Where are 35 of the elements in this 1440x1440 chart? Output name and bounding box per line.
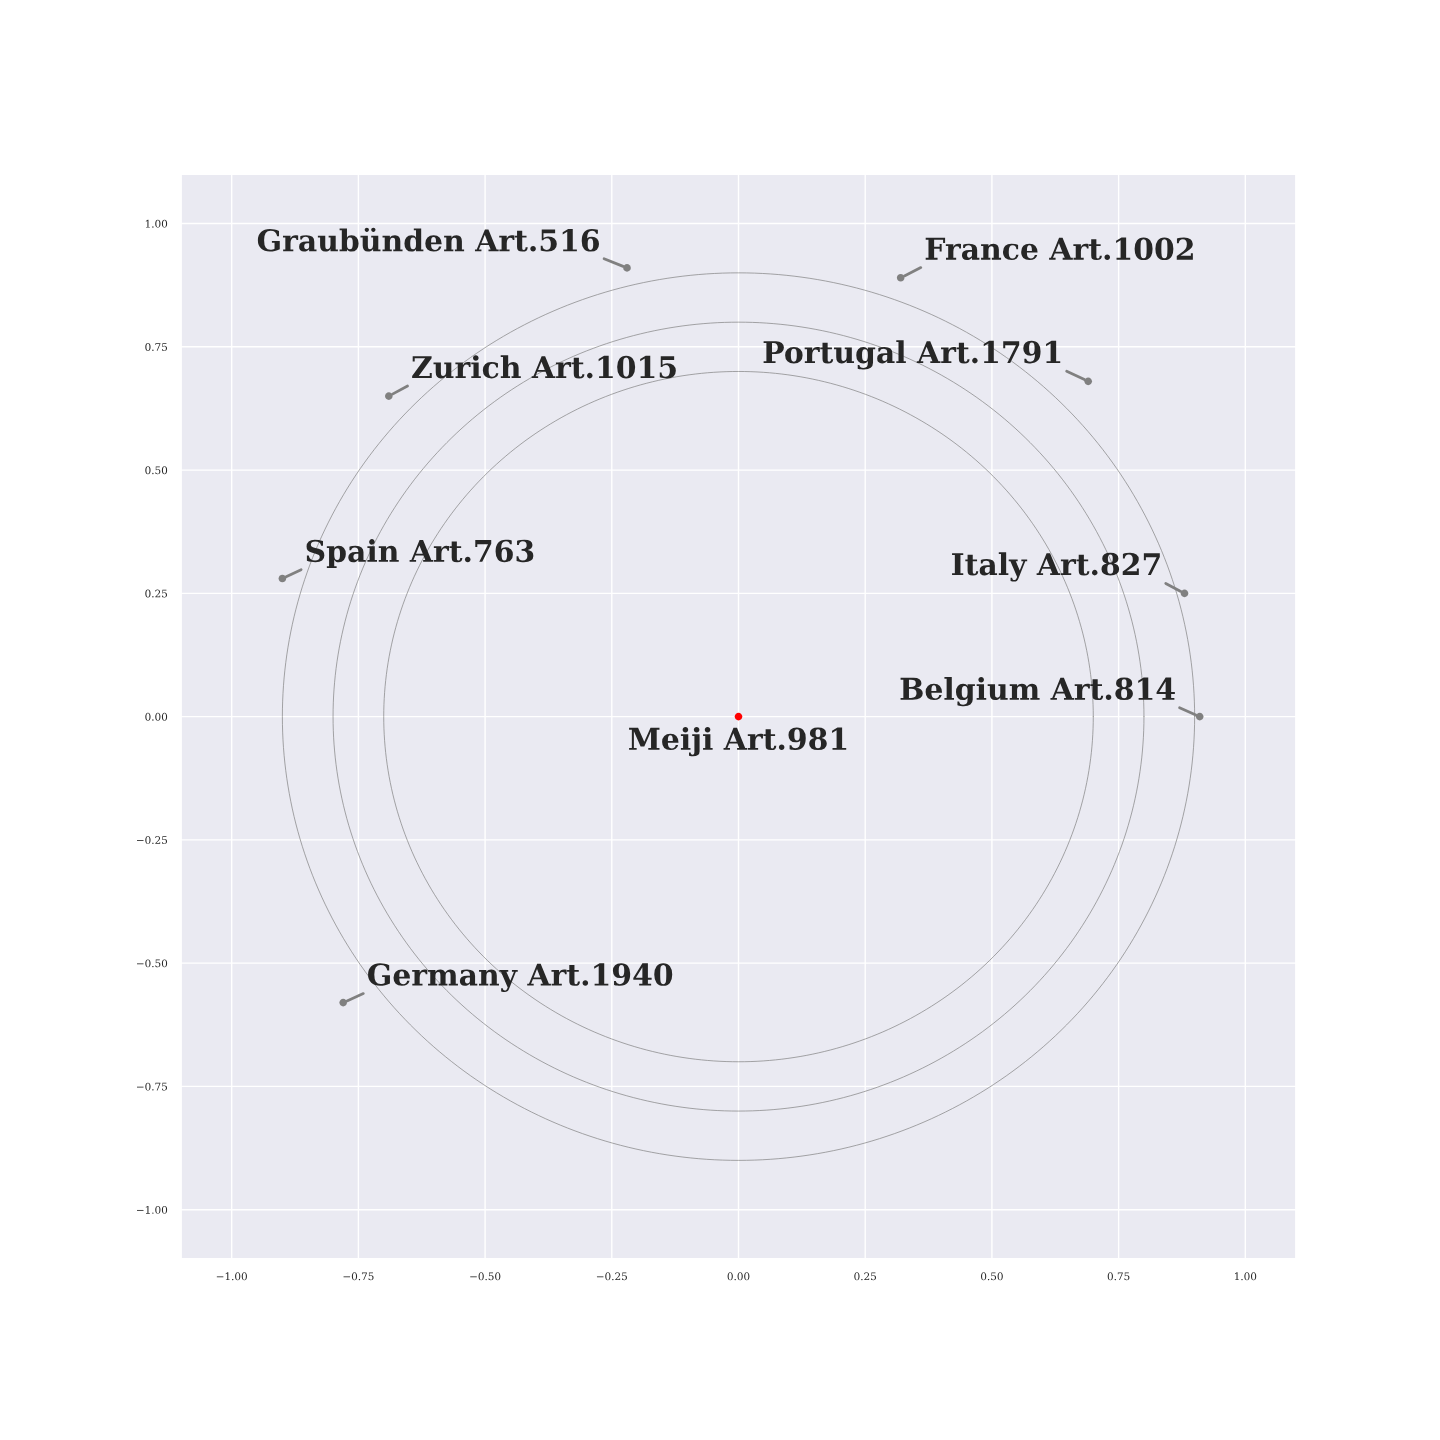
annotation: Zurich Art.1015	[412, 355, 676, 379]
y-tick-label: −1.00	[136, 1205, 168, 1214]
point	[1195, 712, 1204, 721]
point	[896, 273, 905, 282]
annotation: Spain Art.763	[306, 539, 534, 569]
x-tick-label: 0.75	[1107, 1272, 1130, 1281]
point	[623, 264, 631, 272]
point	[339, 998, 347, 1007]
y-tick-label: 0.00	[145, 712, 168, 721]
x-tick-label: 0.00	[727, 1272, 750, 1281]
point	[1180, 589, 1189, 598]
point	[278, 574, 287, 583]
y-tick-label: −0.50	[136, 959, 168, 968]
y-tick-label: 0.50	[145, 466, 168, 475]
annotation: Graubünden Art.516	[257, 227, 600, 252]
annotation: Belgium Art.814	[900, 676, 1175, 707]
x-tick-label: 0.25	[854, 1272, 876, 1281]
x-tick-label: 0.50	[981, 1272, 1003, 1281]
annotation: Italy Art.827	[952, 552, 1160, 582]
y-tick-label: −0.25	[136, 836, 168, 844]
x-tick-label: −0.25	[596, 1272, 627, 1281]
y-tick-label: 0.75	[145, 343, 168, 351]
point	[1084, 377, 1093, 386]
annotation: Portugal Art.1791	[763, 340, 1061, 370]
y-tick-label: −0.75	[136, 1082, 168, 1091]
y-tick-label: 1.00	[145, 219, 168, 228]
annotation: Germany Art.1940	[368, 963, 673, 993]
annotation: Meiji Art.981	[629, 726, 847, 757]
point	[385, 392, 393, 400]
x-tick-label: −0.75	[343, 1272, 374, 1281]
x-tick-label: −0.50	[470, 1272, 501, 1281]
annotation: France Art.1002	[925, 237, 1193, 261]
x-tick-label: −1.00	[216, 1272, 247, 1281]
y-tick-label: 0.25	[145, 589, 168, 598]
x-tick-label: 1.00	[1234, 1272, 1257, 1281]
